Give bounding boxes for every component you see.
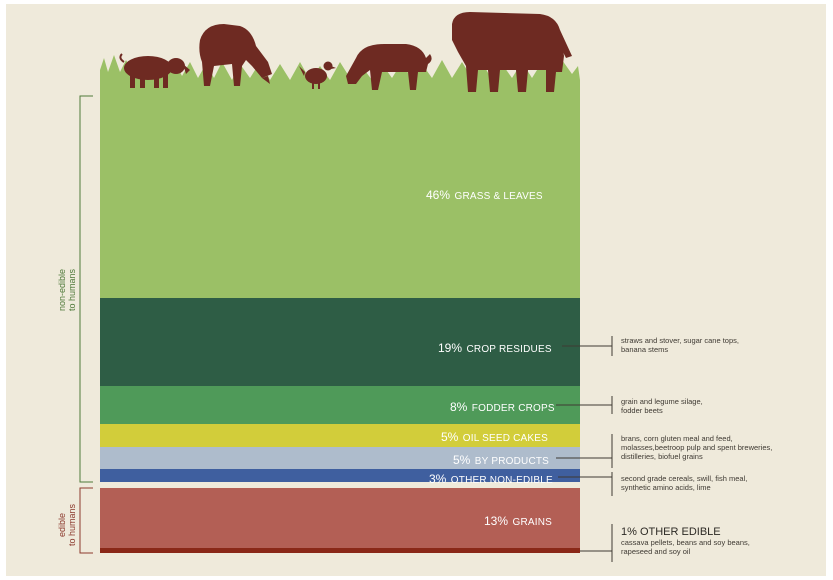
annotation-other-edible-line-1: cassava pellets, beans and soy beans, [621, 538, 750, 547]
chicken-icon [299, 61, 336, 89]
callout-line-other-non-edible [558, 472, 613, 496]
callout-line-fodder-crops [556, 396, 613, 414]
annotation-by-line-2: molasses,beetroop pulp and spent breweri… [621, 443, 773, 452]
annotation-other-edible-title: 1% OTHER EDIBLE [621, 526, 721, 538]
label-crop-name: CROP RESIDUES [466, 344, 552, 355]
label-grains-pct: 13% [484, 514, 509, 528]
segment-other-edible [100, 548, 580, 553]
segment-by-products [100, 447, 580, 469]
label-oil-pct: 5% [441, 430, 459, 444]
sheep-icon [346, 44, 432, 90]
annotation-other-non-edible: second grade cereals, swill, fish meal, … [621, 474, 821, 492]
annotation-crop-line-1: straws and stover, sugar cane tops, [621, 336, 739, 345]
annotation-other-edible: 1% OTHER EDIBLE cassava pellets, beans a… [621, 526, 821, 556]
annotation-crop-residues: straws and stover, sugar cane tops, bana… [621, 336, 821, 354]
label-crop-residues: 19% CROP RESIDUES [438, 339, 552, 357]
segment-grains [100, 488, 580, 548]
annotation-by-line-3: distilleries, biofuel grains [621, 452, 703, 461]
label-fodder-crops: 8% FODDER CROPS [450, 398, 555, 416]
segment-oil-seed-cakes [100, 424, 580, 447]
label-fodder-name: FODDER CROPS [471, 403, 555, 414]
callout-lines [556, 336, 613, 562]
pig-icon [119, 53, 190, 88]
callout-line-other-edible [580, 524, 613, 562]
label-crop-pct: 19% [438, 341, 463, 355]
annotation-crop-line-2: banana stems [621, 345, 669, 354]
side-edible-line-1: edible [57, 512, 67, 538]
side-non-edible-line-1: non-edible [57, 268, 67, 312]
label-oil-seed-cakes: 5% OIL SEED CAKES [441, 428, 548, 446]
label-other-non-edible: 3% OTHER NON-EDIBLE [429, 470, 553, 488]
callout-line-by-products [556, 434, 613, 468]
side-non-edible-line-2: to humans [67, 268, 77, 312]
segment-fodder-crops [100, 386, 580, 424]
label-oil-name: OIL SEED CAKES [462, 433, 549, 444]
label-fodder-pct: 8% [450, 400, 468, 414]
goat-icon [199, 24, 272, 86]
annotation-other-edible-line-2: rapeseed and soy oil [621, 547, 691, 556]
label-by-pct: 5% [453, 453, 471, 467]
segment-other-non-edible [100, 469, 580, 482]
side-label-edible: edible to humans [57, 490, 79, 560]
annotation-fodder-line-1: grain and legume silage, [621, 397, 703, 406]
annotation-fodder-crops: grain and legume silage, fodder beets [621, 397, 821, 415]
non-edible-bracket [79, 95, 93, 483]
segment-crop-residues [100, 298, 580, 386]
label-grass-and-leaves: 46% GRASS & LEAVES [426, 186, 543, 204]
annotation-other-ne-line-1: second grade cereals, swill, fish meal, [621, 474, 748, 483]
side-label-non-edible: non-edible to humans [57, 240, 79, 340]
label-grass-pct: 46% [426, 188, 451, 202]
label-grains: 13% GRAINS [484, 512, 552, 530]
callout-line-crop-residues [562, 336, 613, 356]
label-grass-name: GRASS & LEAVES [454, 191, 543, 202]
label-by-name: BY PRODUCTS [474, 456, 550, 467]
cow-icon [452, 12, 572, 92]
label-other-ne-name: OTHER NON-EDIBLE [450, 475, 553, 486]
edible-bracket [79, 487, 93, 554]
side-edible-line-2: to humans [67, 503, 77, 547]
label-other-ne-pct: 3% [429, 472, 447, 486]
segment-grass-and-leaves [100, 55, 580, 298]
label-grains-name: GRAINS [512, 517, 553, 528]
annotation-by-line-1: brans, corn gluten meal and feed, [621, 434, 733, 443]
annotation-fodder-line-2: fodder beets [621, 406, 663, 415]
annotation-other-ne-line-2: synthetic amino acids, lime [621, 483, 711, 492]
annotation-by-products: brans, corn gluten meal and feed, molass… [621, 434, 821, 461]
label-by-products: 5% BY PRODUCTS [453, 451, 549, 469]
